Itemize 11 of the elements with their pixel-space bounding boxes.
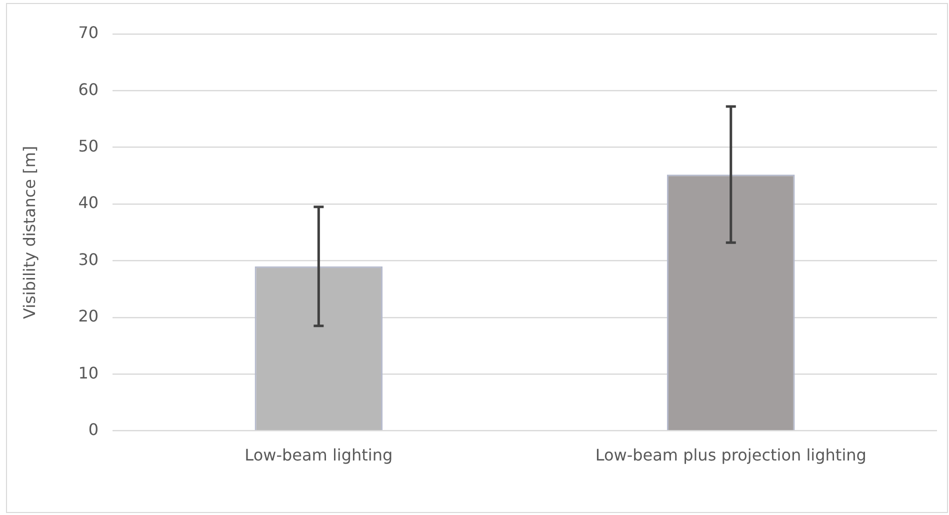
y-tick-label: 20 <box>78 306 99 326</box>
y-tick-label: 60 <box>78 80 99 99</box>
y-tick-label: 0 <box>88 420 99 439</box>
y-tick-label: 40 <box>78 193 99 212</box>
y-tick-label: 50 <box>78 136 99 156</box>
y-axis-title: Visibility distance [m] <box>20 146 39 319</box>
x-tick-label: Low-beam plus projection lighting <box>595 446 866 465</box>
y-tick-label: 10 <box>78 363 99 382</box>
x-tick-label: Low-beam lighting <box>244 446 393 465</box>
y-tick-label: 70 <box>78 23 99 42</box>
y-tick-label: 30 <box>78 250 99 269</box>
